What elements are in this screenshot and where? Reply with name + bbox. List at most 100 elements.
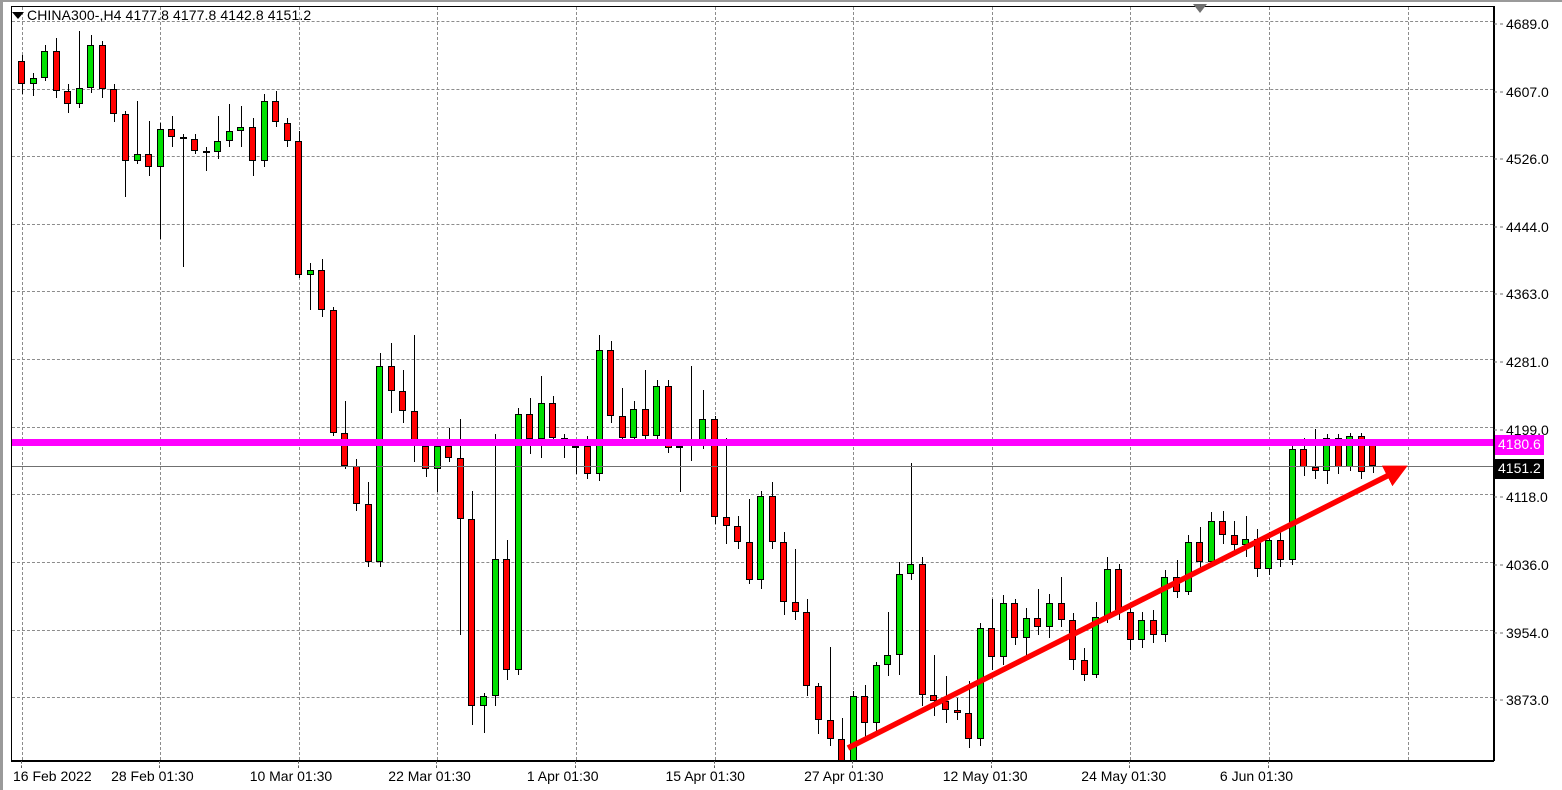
- ascending-trendline-arrow[interactable]: [12, 7, 1493, 760]
- candle-bearish: [1011, 603, 1019, 639]
- candle-wick: [160, 122, 162, 239]
- candle-bearish: [318, 270, 326, 310]
- candle-bullish: [1323, 437, 1331, 471]
- candle-bearish: [641, 409, 649, 436]
- candle-bearish: [202, 150, 210, 153]
- price-tick-mark: [1494, 564, 1503, 566]
- candle-wick: [414, 334, 416, 463]
- candle-bearish: [18, 61, 25, 85]
- candle-wick: [575, 442, 577, 475]
- candle-bullish: [895, 573, 903, 655]
- time-tick-mark: [1129, 761, 1131, 768]
- price-tick-mark: [1494, 496, 1503, 498]
- candle-bullish: [514, 414, 522, 670]
- symbol-ohlc-label: CHINA300-,H4 4177.8 4177.8 4142.8 4151.2: [27, 7, 312, 23]
- candle-wick: [183, 134, 185, 267]
- candle-wick: [217, 115, 219, 159]
- price-tick-label: 4199.0: [1506, 421, 1549, 438]
- price-tick-mark: [1494, 632, 1503, 634]
- candle-wick: [1245, 515, 1247, 558]
- gridline-vertical: [1268, 7, 1270, 760]
- gridline-vertical: [298, 7, 300, 760]
- time-axis[interactable]: 16 Feb 2022 28 Feb 01:30 10 Mar 01:30 22 Ma…: [11, 761, 1562, 790]
- candle-wick: [887, 611, 889, 677]
- gridline-vertical: [714, 7, 716, 760]
- candle-bullish: [1161, 576, 1169, 635]
- time-tick-label: 6 Jun 01:30: [1219, 768, 1294, 784]
- candle-bullish: [1207, 520, 1215, 562]
- gridline-vertical: [575, 7, 577, 760]
- gridline-horizontal: [12, 630, 1493, 631]
- candle-bearish: [549, 402, 557, 438]
- last-price-tag[interactable]: 4151.2: [1495, 459, 1544, 480]
- level-price-tag[interactable]: 4180.6: [1495, 435, 1544, 456]
- candle-bearish: [1311, 467, 1319, 471]
- time-tick-mark: [713, 761, 715, 768]
- candle-bearish: [803, 611, 811, 687]
- candle-wick: [691, 366, 693, 461]
- candle-wick: [79, 31, 81, 108]
- candle-bullish: [214, 140, 222, 153]
- candle-bullish: [595, 349, 603, 475]
- candle-bullish: [1045, 603, 1053, 627]
- candle-bearish: [838, 739, 846, 760]
- candle-wick: [310, 263, 312, 310]
- candle-bearish: [295, 140, 303, 276]
- candle-bearish: [826, 719, 834, 740]
- candle-bearish: [445, 445, 453, 458]
- gridline-vertical: [991, 7, 993, 760]
- candle-wick: [749, 498, 751, 584]
- candle-bearish: [814, 686, 822, 720]
- price-tick-mark: [1494, 699, 1503, 701]
- time-tick-mark: [574, 761, 576, 768]
- triangle-down-marker-icon: [1193, 4, 1207, 13]
- price-tick-mark: [1494, 23, 1503, 24]
- price-tick-mark: [1494, 429, 1503, 431]
- candle-bullish: [999, 603, 1007, 657]
- candle-bullish: [849, 696, 857, 760]
- gridline-vertical: [1407, 7, 1409, 760]
- candle-bullish: [75, 87, 83, 105]
- gridline-horizontal: [12, 155, 1493, 157]
- candle-bullish: [87, 44, 95, 88]
- candle-bearish: [918, 563, 926, 695]
- triangle-down-icon[interactable]: [12, 12, 24, 19]
- candle-bearish: [988, 628, 996, 657]
- candle-wick: [33, 72, 35, 96]
- price-tick-mark: [1494, 361, 1503, 363]
- price-tick-label: 4444.0: [1506, 218, 1549, 235]
- candle-bearish: [1173, 576, 1180, 592]
- candle-bearish: [329, 309, 337, 433]
- gridline-horizontal: [12, 697, 1493, 699]
- candle-bearish: [503, 558, 511, 670]
- candle-bearish: [618, 416, 626, 438]
- price-tick-label: 4526.0: [1506, 150, 1549, 167]
- candle-bearish: [1253, 538, 1261, 569]
- candle-bullish: [1103, 568, 1111, 617]
- candle-bullish: [156, 129, 164, 168]
- candle-bearish: [1080, 659, 1088, 675]
- candle-bullish: [1022, 618, 1030, 639]
- candle-bullish: [757, 495, 765, 581]
- chart-plot-area[interactable]: [11, 6, 1494, 761]
- time-tick-mark: [436, 761, 438, 768]
- gridline-horizontal: [12, 494, 1493, 495]
- resistance-level-line[interactable]: [12, 438, 1493, 446]
- time-tick-label: 1 Apr 01:30: [526, 768, 599, 784]
- price-tick-mark: [1494, 91, 1503, 92]
- candle-bearish: [607, 349, 615, 417]
- candle-wick: [933, 654, 935, 717]
- candle-bearish: [861, 696, 869, 723]
- candle-bearish: [98, 44, 106, 90]
- price-tick-label: 4363.0: [1506, 285, 1549, 302]
- price-tick-label: 4036.0: [1506, 557, 1549, 573]
- gridline-vertical: [1130, 7, 1132, 760]
- candle-bearish: [168, 129, 176, 138]
- candle-bearish: [179, 137, 187, 140]
- candle-bearish: [1034, 618, 1042, 627]
- time-tick-mark: [297, 761, 299, 768]
- candle-bearish: [364, 503, 372, 562]
- price-axis[interactable]: 4689.0 4607.0 4526.0 4444.0 4363.0 4281.0 4199…: [1494, 6, 1562, 776]
- price-tick-label: 4607.0: [1506, 83, 1549, 100]
